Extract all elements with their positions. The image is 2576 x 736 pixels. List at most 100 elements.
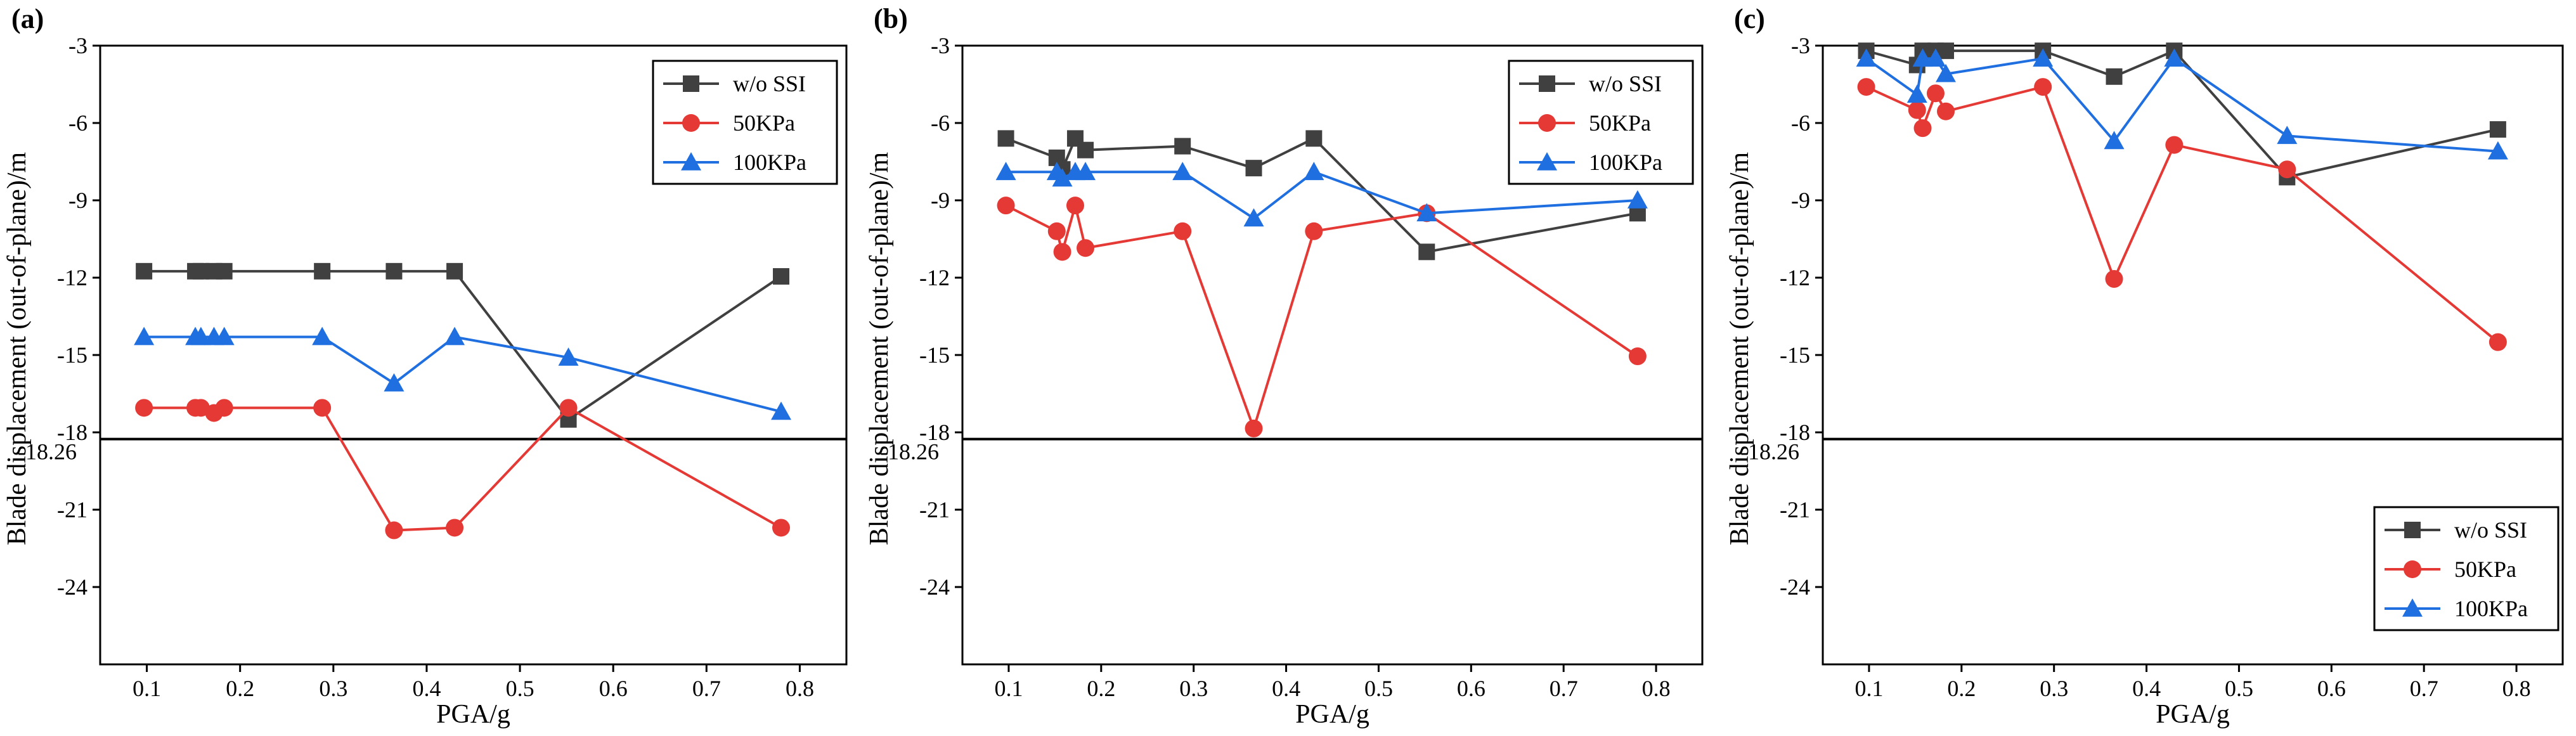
y-tick-label: -24 <box>919 574 950 600</box>
data-point <box>190 326 211 345</box>
y-tick-label: -3 <box>1791 33 1810 58</box>
x-tick-label: 0.1 <box>133 676 161 701</box>
data-point <box>1856 48 1877 67</box>
y-tick-label: -24 <box>1780 574 1810 600</box>
x-tick-label: 0.8 <box>1642 676 1671 701</box>
legend-swatch-marker <box>1539 75 1555 92</box>
panel-label: (b) <box>874 3 908 34</box>
data-point <box>1305 222 1323 240</box>
data-point <box>2105 270 2123 288</box>
y-tick-label: -12 <box>1780 265 1810 290</box>
data-point <box>1052 168 1073 187</box>
data-point <box>1908 101 1926 119</box>
data-point <box>1066 197 1084 215</box>
x-tick-label: 0.2 <box>1947 676 1976 701</box>
data-point <box>385 521 403 539</box>
series-line <box>1865 86 2499 344</box>
data-point <box>136 262 153 280</box>
x-tick-label: 0.3 <box>2040 676 2068 701</box>
y-tick-label: -15 <box>919 342 950 368</box>
data-point <box>1906 84 1927 103</box>
reference-line-label: -18.26 <box>880 439 939 465</box>
y-tick-label: -24 <box>57 574 87 600</box>
data-point <box>1912 48 1933 67</box>
data-point <box>1243 208 1264 227</box>
data-point <box>2487 141 2508 160</box>
data-point <box>2106 68 2123 85</box>
series-line <box>1005 204 1639 430</box>
legend-swatch-marker <box>682 114 700 132</box>
data-point <box>1077 239 1095 257</box>
y-tick-label: -6 <box>1791 110 1810 136</box>
data-point <box>384 373 405 392</box>
series-line <box>144 335 782 413</box>
data-point <box>772 519 791 537</box>
legend: w/o SSI 50KPa 100KPa <box>2373 506 2560 631</box>
legend-label: 100KPa <box>2454 596 2528 621</box>
data-point <box>997 197 1015 215</box>
x-tick-label: 0.4 <box>2132 676 2161 701</box>
chart-panel-3: (c) -3 -6 -9 -12 -15 -18 -21 -24 0.1 0.2 0.3 0.4 0.5 0… <box>1725 3 2564 729</box>
data-point <box>1857 78 1875 96</box>
chart-panel-1: (a) -3 -6 -9 -12 -15 -18 -21 -24 0.1 0.2 0.3 0.4 0.5 0… <box>3 3 848 729</box>
data-point <box>1047 222 1066 240</box>
data-point <box>2489 333 2507 351</box>
y-tick-label: -18 <box>1780 420 1810 445</box>
data-point <box>559 399 578 417</box>
reference-line-label: -18.26 <box>18 439 77 465</box>
y-tick-label: -9 <box>931 188 950 213</box>
series-line <box>1865 57 2499 153</box>
x-tick-label: 0.5 <box>2225 676 2253 701</box>
series-line <box>144 406 782 532</box>
y-tick-label: -6 <box>68 110 87 136</box>
legend: w/o SSI 50KPa 100KPa <box>652 60 838 185</box>
data-point <box>1925 48 1946 67</box>
data-point <box>1937 102 1955 120</box>
y-tick-label: -6 <box>931 110 950 136</box>
legend-swatch-marker <box>1538 114 1556 132</box>
y-tick-label: -21 <box>57 497 87 522</box>
data-point <box>1077 141 1094 158</box>
y-tick-label: -9 <box>68 188 87 213</box>
data-point <box>995 162 1016 181</box>
data-point <box>1938 42 1955 60</box>
x-tick-label: 0.4 <box>1272 676 1300 701</box>
data-point <box>1172 162 1193 181</box>
x-tick-label: 0.2 <box>1087 676 1115 701</box>
x-tick-label: 0.4 <box>412 676 441 701</box>
y-tick-label: -12 <box>57 265 87 290</box>
x-axis-title: PGA/g <box>436 700 510 729</box>
data-point <box>2489 121 2506 138</box>
y-tick-label: -18 <box>57 420 87 445</box>
legend: w/o SSI 50KPa 100KPa <box>1508 60 1694 185</box>
reference-line-label: -18.26 <box>1740 439 1799 465</box>
x-tick-label: 0.5 <box>1364 676 1393 701</box>
data-point <box>2034 78 2052 96</box>
y-tick-label: -3 <box>68 33 87 58</box>
legend-label: w/o SSI <box>1589 71 1662 96</box>
data-point <box>2165 136 2184 154</box>
x-tick-label: 0.6 <box>2317 676 2346 701</box>
x-axis-title: PGA/g <box>1295 700 1369 729</box>
data-point <box>1926 84 1945 103</box>
data-point <box>313 399 332 417</box>
data-point <box>314 262 331 280</box>
x-tick-label: 0.7 <box>692 676 721 701</box>
x-tick-label: 0.8 <box>786 676 814 701</box>
data-point <box>1936 63 1957 82</box>
data-point <box>214 326 235 345</box>
x-tick-label: 0.2 <box>226 676 254 701</box>
data-point <box>771 401 792 420</box>
y-tick-label: -15 <box>57 342 87 368</box>
data-point <box>2164 48 2185 67</box>
data-point <box>385 262 403 280</box>
y-tick-label: -21 <box>1780 497 1810 522</box>
chart-panel-2: (b) -3 -6 -9 -12 -15 -18 -21 -24 0.1 0.2 0.3 0.4 0.5 0… <box>865 3 1704 729</box>
legend-label: w/o SSI <box>2454 517 2527 543</box>
legend-swatch-marker <box>1537 152 1557 171</box>
x-tick-label: 0.7 <box>2410 676 2438 701</box>
legend-label: 100KPa <box>733 150 806 175</box>
x-tick-label: 0.6 <box>1457 676 1485 701</box>
data-point <box>1628 347 1647 366</box>
